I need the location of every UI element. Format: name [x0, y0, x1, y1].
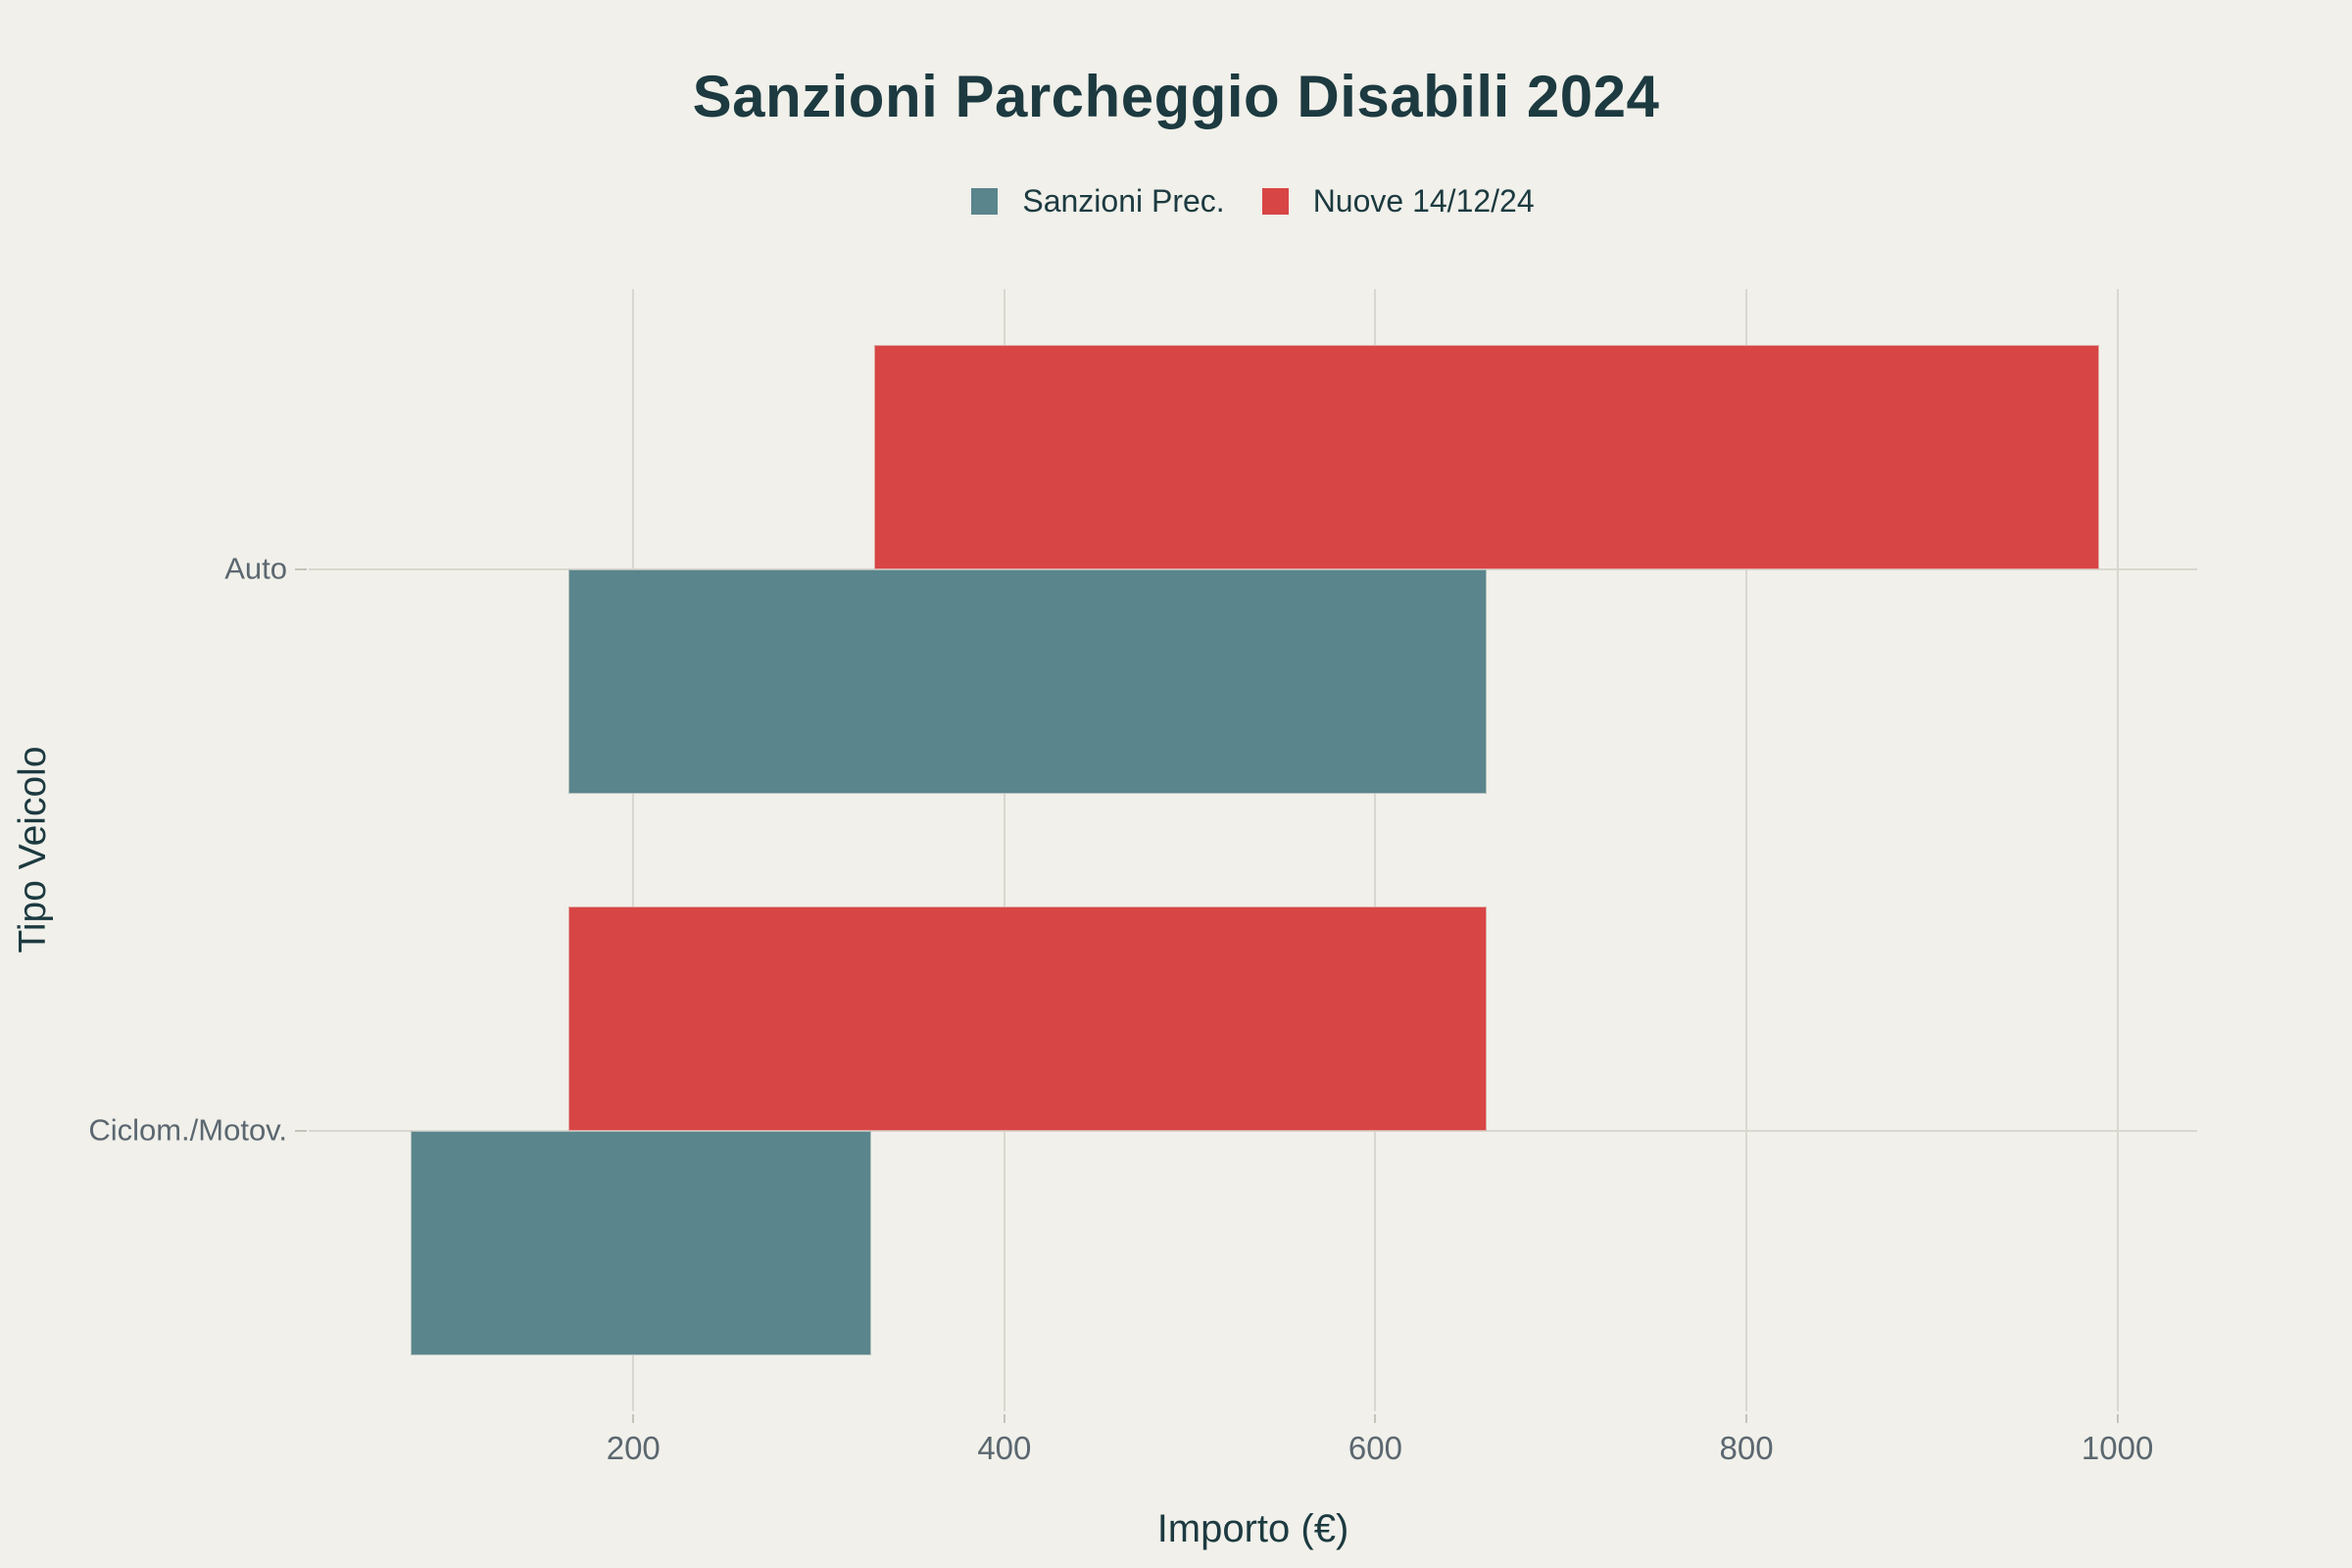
legend-item-nuove: Nuove 14/12/24: [1261, 182, 1535, 220]
legend-label-nuove: Nuove 14/12/24: [1312, 182, 1535, 219]
bar-sanzioni-prec--auto: [568, 569, 1487, 795]
x-gridline: [1003, 289, 1005, 1411]
legend-item-sanzioni-prec: Sanzioni Prec.: [971, 182, 1225, 220]
x-tick-label: 200: [606, 1430, 661, 1466]
y-tick-mark: [295, 568, 307, 571]
x-gridline: [1374, 289, 1377, 1411]
y-category-label: Ciclom./Motov.: [88, 1112, 287, 1148]
x-tick-label: 1000: [2081, 1430, 2154, 1466]
x-gridline: [2116, 289, 2119, 1411]
x-tick-mark: [632, 1414, 635, 1423]
x-tick-label: 800: [1719, 1430, 1774, 1466]
legend: Sanzioni Prec. Nuove 14/12/24: [309, 181, 2197, 220]
legend-label-sanzioni-prec: Sanzioni Prec.: [1022, 182, 1225, 219]
bar-nuove-14-12-24-auto: [874, 345, 2099, 570]
bar-nuove-14-12-24-ciclom-motov-: [568, 906, 1487, 1131]
x-tick-mark: [2116, 1414, 2119, 1423]
y-gridline: [309, 1129, 2197, 1132]
chart-title: Sanzioni Parcheggio Disabili 2024: [692, 64, 1660, 129]
x-tick-mark: [1745, 1414, 1748, 1423]
legend-swatch-sanzioni-prec: [971, 187, 999, 215]
x-tick-label: 600: [1348, 1430, 1402, 1466]
bar-sanzioni-prec--ciclom-motov-: [411, 1130, 871, 1355]
x-tick-mark: [1003, 1414, 1005, 1423]
x-tick-label: 400: [977, 1430, 1032, 1466]
x-tick-mark: [1374, 1414, 1377, 1423]
y-category-label: Auto: [224, 551, 287, 586]
x-gridline: [1745, 289, 1748, 1411]
y-tick-mark: [295, 1129, 307, 1132]
x-gridline: [632, 289, 635, 1411]
x-axis-title: Importo (€): [1156, 1507, 1349, 1550]
legend-swatch-nuove: [1261, 187, 1289, 215]
y-axis-title: Tipo Veicolo: [12, 746, 54, 954]
